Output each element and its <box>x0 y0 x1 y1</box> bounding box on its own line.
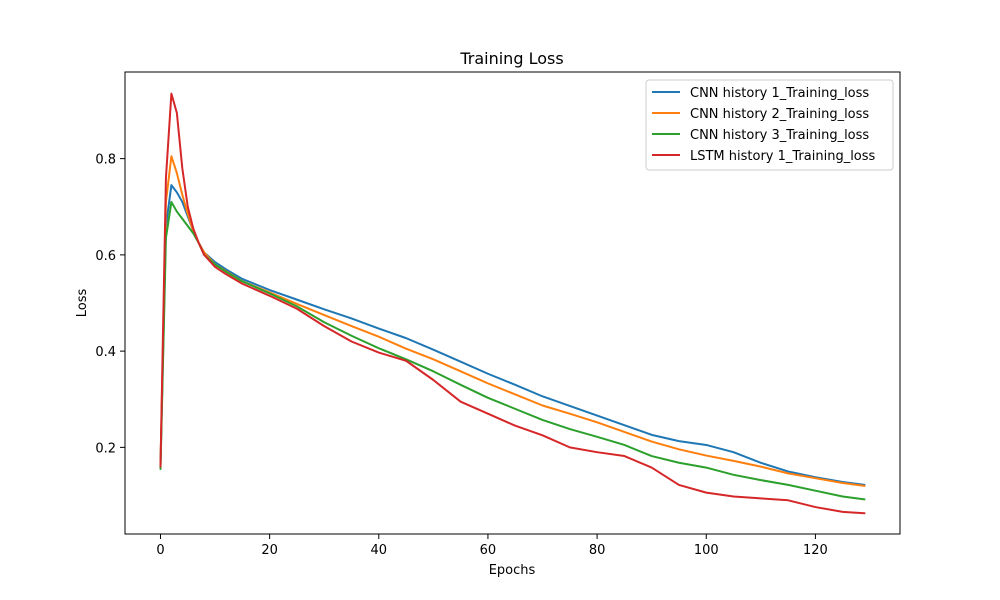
y-tick-label: 0.4 <box>95 345 116 360</box>
legend: CNN history 1_Training_loss CNN history 2… <box>645 79 894 171</box>
x-axis-label: Epochs <box>489 563 536 578</box>
legend-label: CNN history 2_Training_loss <box>690 107 869 122</box>
x-tick-label: 120 <box>803 543 828 558</box>
plot-series-group <box>159 92 866 515</box>
y-axis-ticks: 0.2 0.4 0.6 0.8 <box>95 153 125 456</box>
x-tick-label: 100 <box>694 543 719 558</box>
legend-label: CNN history 3_Training_loss <box>690 128 869 143</box>
x-tick-label: 60 <box>480 543 497 558</box>
legend-label: CNN history 1_Training_loss <box>690 86 869 101</box>
x-tick-label: 20 <box>261 543 278 558</box>
legend-box <box>645 79 894 171</box>
x-tick-label: 0 <box>156 543 164 558</box>
y-tick-label: 0.6 <box>95 249 116 264</box>
chart-title: Training Loss <box>459 49 563 68</box>
x-tick-label: 80 <box>589 543 606 558</box>
x-axis-ticks: 0 20 40 60 80 100 120 <box>156 534 828 558</box>
plot-frame <box>124 71 901 535</box>
series-line-2 <box>159 155 866 487</box>
x-tick-label: 40 <box>371 543 388 558</box>
y-axis-label: Loss <box>75 289 90 318</box>
legend-label: LSTM history 1_Training_loss <box>690 149 876 164</box>
series-line-4 <box>159 92 866 515</box>
series-line-1 <box>159 184 866 486</box>
y-tick-label: 0.8 <box>95 153 116 168</box>
y-tick-label: 0.2 <box>95 441 116 456</box>
series-line-3 <box>159 200 866 501</box>
